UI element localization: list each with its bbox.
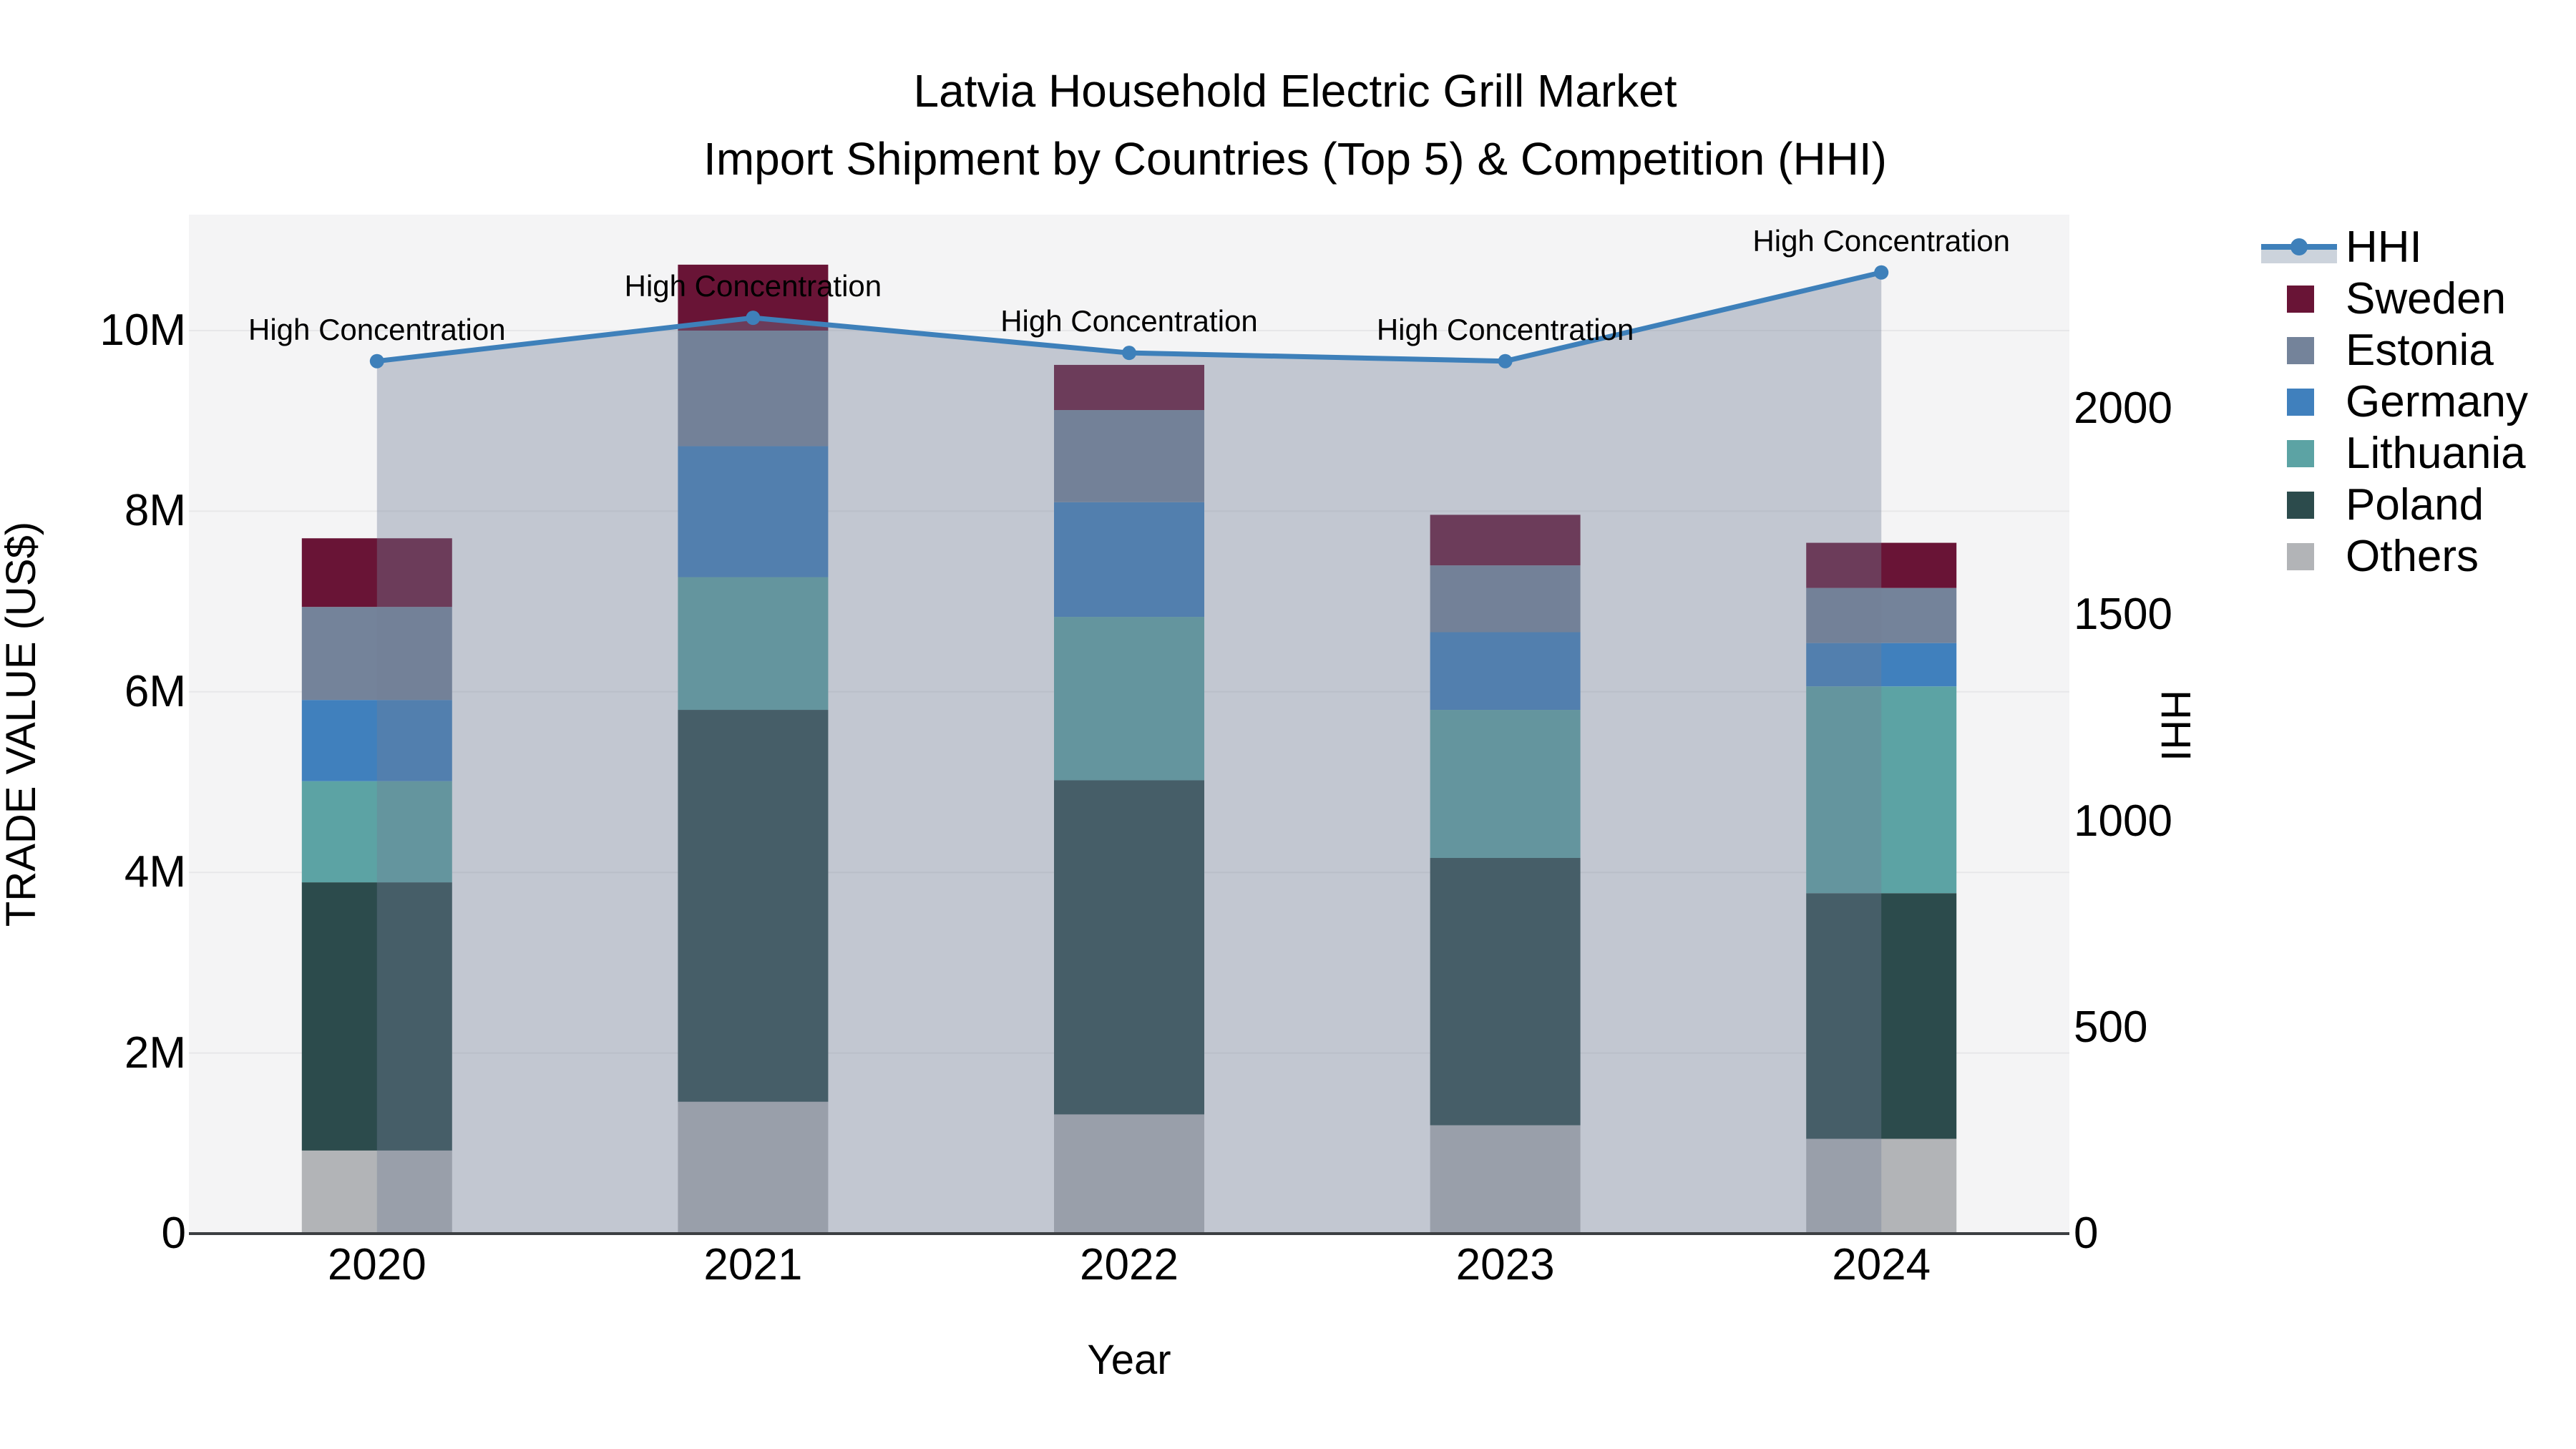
bar-segment-germany-2023 — [1430, 632, 1581, 711]
legend-label: Germany — [2346, 377, 2528, 426]
bar-segment-sweden-2023 — [1430, 514, 1581, 566]
sweden-swatch-icon — [2287, 286, 2314, 313]
y-left-tick: 2M — [124, 1028, 186, 1078]
legend-item-hhi: HHI — [2261, 222, 2573, 273]
high-concentration-annotation-2021: High Concentration — [624, 269, 882, 303]
bar-segment-lithuania-2021 — [678, 577, 829, 711]
chart-title: Latvia Household Electric Grill Market I… — [7, 57, 2576, 193]
bar-segment-poland-2022 — [1054, 780, 1204, 1115]
bar-segment-germany-2020 — [301, 700, 452, 781]
hhi-marker-2020 — [369, 353, 384, 369]
poland-swatch-icon — [2287, 492, 2314, 519]
bar-segment-sweden-2020 — [301, 538, 452, 608]
legend: HHI Sweden Estonia Germany Lithuania Pol… — [2261, 222, 2573, 582]
bar-segment-others-2021 — [678, 1101, 829, 1234]
hhi-marker-2023 — [1498, 353, 1513, 369]
bar-segment-poland-2020 — [301, 882, 452, 1151]
hhi-area-sample — [2261, 249, 2337, 263]
plot-area — [189, 215, 2069, 1235]
chart-title-line2: Import Shipment by Countries (Top 5) & C… — [703, 133, 1887, 185]
bar-segment-poland-2021 — [678, 710, 829, 1102]
legend-item-lithuania: Lithuania — [2261, 428, 2573, 479]
high-concentration-annotation-2024: High Concentration — [1752, 223, 2010, 258]
bar-segment-others-2024 — [1806, 1138, 1957, 1234]
chart-title-line1: Latvia Household Electric Grill Market — [913, 65, 1677, 117]
legend-label: HHI — [2346, 223, 2422, 272]
legend-label: Poland — [2346, 480, 2484, 530]
x-axis-title: Year — [1087, 1337, 1171, 1383]
bar-segment-lithuania-2020 — [301, 781, 452, 883]
y-left-tick: 0 — [161, 1209, 186, 1258]
legend-item-germany: Germany — [2261, 376, 2573, 428]
legend-item-others: Others — [2261, 531, 2573, 582]
legend-label: Sweden — [2346, 274, 2507, 323]
hhi-area-fill — [376, 272, 1882, 1234]
x-tick: 2024 — [1832, 1240, 1931, 1289]
high-concentration-annotation-2023: High Concentration — [1376, 312, 1634, 346]
legend-label: Others — [2346, 532, 2479, 581]
bar-segment-sweden-2022 — [1054, 364, 1204, 411]
y-right-tick: 1000 — [2074, 796, 2172, 846]
bar-segment-lithuania-2022 — [1054, 617, 1204, 781]
bar-segment-estonia-2021 — [678, 331, 829, 447]
legend-label: Estonia — [2346, 326, 2494, 375]
bar-segment-lithuania-2023 — [1430, 710, 1581, 859]
x-tick: 2021 — [703, 1240, 803, 1289]
bar-segment-others-2022 — [1054, 1114, 1204, 1234]
bar-segment-estonia-2023 — [1430, 565, 1581, 633]
estonia-swatch-icon — [2287, 337, 2314, 364]
y-right-axis-title: HHI — [2152, 690, 2199, 761]
bar-segment-estonia-2020 — [301, 607, 452, 701]
bar-segment-others-2020 — [301, 1150, 452, 1234]
high-concentration-annotation-2020: High Concentration — [248, 312, 506, 346]
x-axis-line — [189, 1232, 2069, 1235]
bar-segment-germany-2024 — [1806, 643, 1957, 687]
lithuania-swatch-icon — [2287, 440, 2314, 467]
y-right-tick: 2000 — [2074, 384, 2172, 433]
x-tick: 2022 — [1080, 1240, 1179, 1289]
legend-label: Lithuania — [2346, 429, 2526, 478]
y-left-tick: 10M — [99, 306, 186, 355]
legend-item-sweden: Sweden — [2261, 273, 2573, 325]
legend-item-estonia: Estonia — [2261, 325, 2573, 376]
bar-segment-others-2023 — [1430, 1125, 1581, 1234]
hhi-marker-2024 — [1874, 265, 1889, 280]
bar-segment-poland-2023 — [1430, 858, 1581, 1126]
x-tick: 2020 — [327, 1240, 426, 1289]
bar-segment-germany-2021 — [678, 446, 829, 577]
y-left-tick: 8M — [124, 486, 186, 536]
hhi-marker-icon — [2290, 238, 2308, 255]
y-right-tick: 0 — [2074, 1209, 2099, 1258]
legend-item-poland: Poland — [2261, 479, 2573, 531]
x-tick: 2023 — [1455, 1240, 1555, 1289]
y-left-tick: 4M — [124, 847, 186, 897]
bar-segment-estonia-2022 — [1054, 410, 1204, 502]
y-left-tick: 6M — [124, 666, 186, 716]
hhi-marker-2021 — [746, 311, 761, 326]
bar-segment-estonia-2024 — [1806, 587, 1957, 643]
others-swatch-icon — [2287, 543, 2314, 570]
bar-segment-poland-2024 — [1806, 893, 1957, 1139]
bar-segment-sweden-2024 — [1806, 542, 1957, 588]
y-left-axis-title: TRADE VALUE (US$) — [0, 521, 44, 927]
high-concentration-annotation-2022: High Concentration — [1000, 304, 1258, 338]
bar-segment-germany-2022 — [1054, 502, 1204, 618]
bar-segment-lithuania-2024 — [1806, 686, 1957, 894]
y-right-tick: 1500 — [2074, 590, 2172, 640]
hhi-marker-2022 — [1122, 346, 1136, 361]
germany-swatch-icon — [2287, 389, 2314, 416]
y-right-tick: 500 — [2074, 1002, 2148, 1052]
